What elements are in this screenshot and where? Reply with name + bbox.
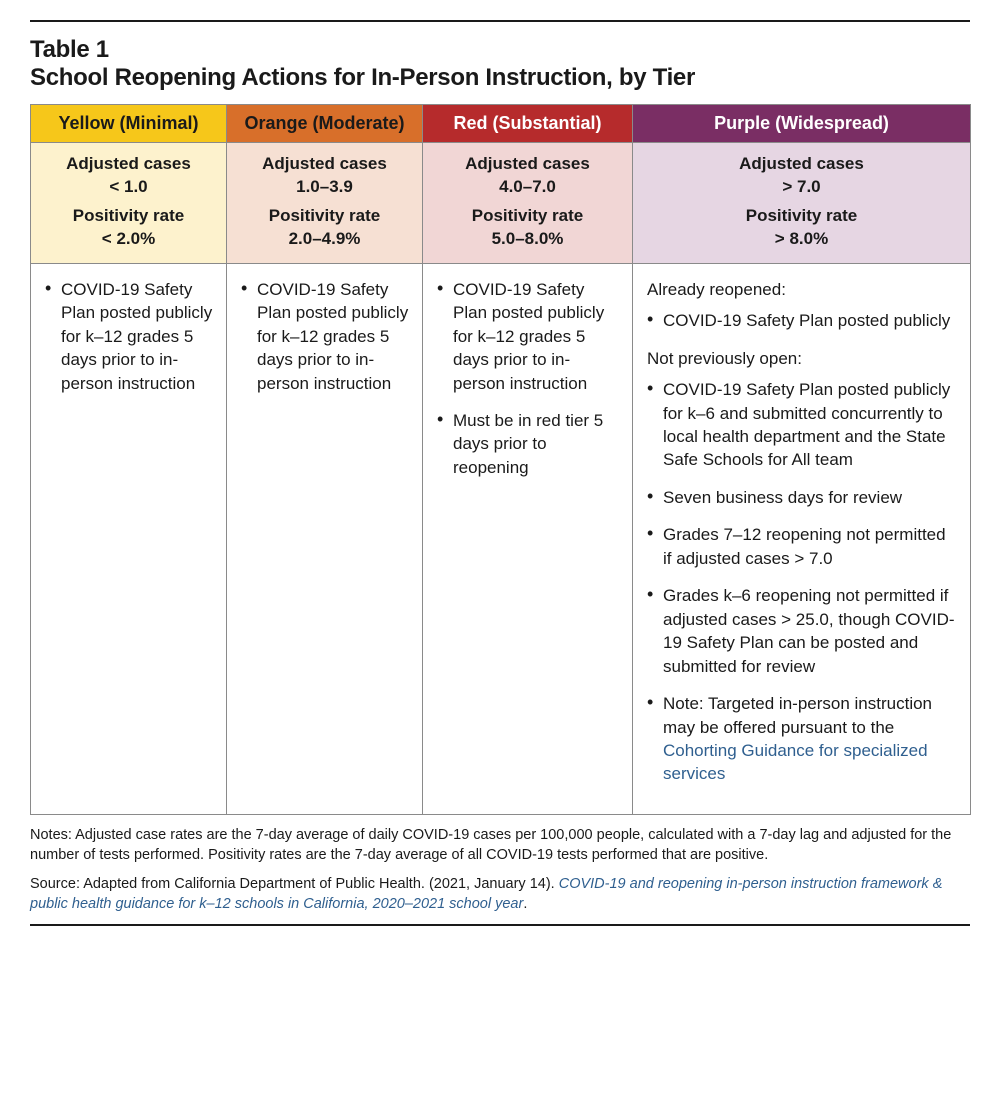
list-item: Seven business days for review xyxy=(647,486,958,509)
tier-header-purple: Purple (Widespread) xyxy=(633,105,971,143)
cases-label: Adjusted cases xyxy=(233,153,416,176)
metric-red: Adjusted cases 4.0–7.0 Positivity rate 5… xyxy=(423,143,633,264)
action-list: COVID-19 Safety Plan posted publicly for… xyxy=(45,278,214,395)
pos-label: Positivity rate xyxy=(233,205,416,228)
list-item: Note: Targeted in-person instruction may… xyxy=(647,692,958,786)
cases-label: Adjusted cases xyxy=(429,153,626,176)
cases-value: 4.0–7.0 xyxy=(429,176,626,199)
list-item: Grades 7–12 reopening not permitted if a… xyxy=(647,523,958,570)
actions-orange: COVID-19 Safety Plan posted publicly for… xyxy=(227,263,423,814)
list-item: COVID-19 Safety Plan posted publicly for… xyxy=(241,278,410,395)
title-block: Table 1 School Reopening Actions for In-… xyxy=(30,36,970,92)
action-list: COVID-19 Safety Plan posted publicly for… xyxy=(437,278,620,480)
list-item: COVID-19 Safety Plan posted publicly for… xyxy=(45,278,214,395)
pos-label: Positivity rate xyxy=(37,205,220,228)
list-item: COVID-19 Safety Plan posted publicly for… xyxy=(437,278,620,395)
footer-notes: Notes: Adjusted case rates are the 7-day… xyxy=(30,825,970,914)
actions-red: COVID-19 Safety Plan posted publicly for… xyxy=(423,263,633,814)
cohorting-guidance-link[interactable]: Cohorting Guidance for specialized servi… xyxy=(663,741,928,783)
source-line: Source: Adapted from California Departme… xyxy=(30,874,970,915)
table-title: School Reopening Actions for In-Person I… xyxy=(30,64,970,92)
source-prefix: Source: Adapted from California Departme… xyxy=(30,876,559,892)
metric-yellow: Adjusted cases < 1.0 Positivity rate < 2… xyxy=(31,143,227,264)
tier-header-yellow: Yellow (Minimal) xyxy=(31,105,227,143)
metric-row: Adjusted cases < 1.0 Positivity rate < 2… xyxy=(31,143,971,264)
list-item: COVID-19 Safety Plan posted publicly xyxy=(647,309,958,332)
pos-value: 2.0–4.9% xyxy=(233,228,416,251)
tier-table: Yellow (Minimal) Orange (Moderate) Red (… xyxy=(30,104,971,815)
header-row: Yellow (Minimal) Orange (Moderate) Red (… xyxy=(31,105,971,143)
list-item: Must be in red tier 5 days prior to reop… xyxy=(437,409,620,479)
tier-header-red: Red (Substantial) xyxy=(423,105,633,143)
action-list: COVID-19 Safety Plan posted publicly for… xyxy=(647,378,958,786)
action-list: COVID-19 Safety Plan posted publicly xyxy=(647,309,958,332)
actions-yellow: COVID-19 Safety Plan posted publicly for… xyxy=(31,263,227,814)
pos-value: > 8.0% xyxy=(639,228,964,251)
pos-label: Positivity rate xyxy=(429,205,626,228)
section-heading-already: Already reopened: xyxy=(647,278,958,301)
actions-purple: Already reopened: COVID-19 Safety Plan p… xyxy=(633,263,971,814)
cases-value: 1.0–3.9 xyxy=(233,176,416,199)
cases-label: Adjusted cases xyxy=(37,153,220,176)
section-heading-notopen: Not previously open: xyxy=(647,347,958,370)
cases-label: Adjusted cases xyxy=(639,153,964,176)
pos-value: < 2.0% xyxy=(37,228,220,251)
actions-row: COVID-19 Safety Plan posted publicly for… xyxy=(31,263,971,814)
top-rule xyxy=(30,20,970,22)
metric-purple: Adjusted cases > 7.0 Positivity rate > 8… xyxy=(633,143,971,264)
notes-text: Notes: Adjusted case rates are the 7-day… xyxy=(30,825,970,866)
tier-header-orange: Orange (Moderate) xyxy=(227,105,423,143)
note-prefix: Note: Targeted in-person instruction may… xyxy=(663,694,932,736)
action-list: COVID-19 Safety Plan posted publicly for… xyxy=(241,278,410,395)
list-item: Grades k–6 reopening not permitted if ad… xyxy=(647,584,958,678)
list-item: COVID-19 Safety Plan posted publicly for… xyxy=(647,378,958,472)
cases-value: < 1.0 xyxy=(37,176,220,199)
pos-label: Positivity rate xyxy=(639,205,964,228)
pos-value: 5.0–8.0% xyxy=(429,228,626,251)
cases-value: > 7.0 xyxy=(639,176,964,199)
table-number: Table 1 xyxy=(30,36,970,64)
metric-orange: Adjusted cases 1.0–3.9 Positivity rate 2… xyxy=(227,143,423,264)
source-suffix: . xyxy=(523,896,527,912)
bottom-rule xyxy=(30,924,970,926)
